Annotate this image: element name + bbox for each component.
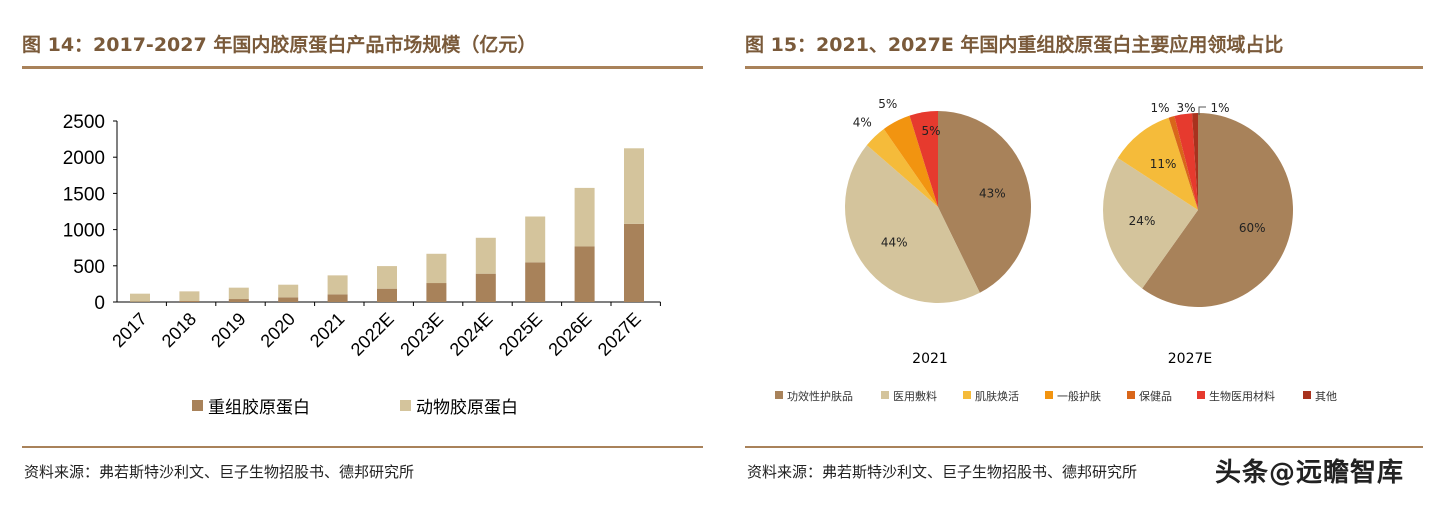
legend-swatch (192, 400, 203, 411)
bar-重组胶原蛋白-2027E (624, 223, 644, 302)
legend-label: 保健品 (1139, 389, 1172, 403)
pie-data-label: 5% (921, 124, 940, 138)
bar-重组胶原蛋白-2020 (278, 297, 299, 302)
bar-动物胶原蛋白-2019 (228, 287, 249, 300)
bar-动物胶原蛋白-2022E (377, 266, 397, 289)
pie-data-label: 1% (1210, 101, 1229, 115)
pie-data-label: 44% (881, 236, 908, 250)
bar-重组胶原蛋白-2022E (377, 288, 397, 302)
bar-动物胶原蛋白-2018 (179, 291, 200, 301)
pie-data-label: 5% (878, 97, 897, 111)
pie-slice-其他 (1192, 113, 1198, 210)
pie-title: 2021 (912, 351, 948, 367)
legend-swatch (1045, 391, 1053, 399)
bar-重组胶原蛋白-2024E (475, 273, 496, 302)
x-tick-label: 2018 (158, 309, 200, 351)
pie-data-label: 60% (1239, 221, 1266, 235)
legend-swatch (1303, 391, 1311, 399)
legend-swatch (1127, 391, 1135, 399)
y-tick-label: 1500 (63, 184, 105, 205)
legend-swatch (400, 400, 411, 411)
left-title-rule (22, 66, 703, 69)
right-source: 资料来源：弗若斯特沙利文、巨子生物招股书、德邦研究所 (747, 463, 1138, 481)
legend-label: 功效性护肤品 (787, 389, 853, 403)
bar-动物胶原蛋白-2021 (327, 275, 348, 295)
right-title-rule (745, 66, 1423, 69)
pie-slice-肌肤焕活 (866, 128, 938, 207)
y-tick-label: 2000 (63, 148, 105, 169)
y-tick-label: 500 (73, 257, 105, 278)
x-tick-label: 2025E (495, 309, 546, 360)
x-tick-label: 2020 (257, 309, 299, 351)
bar-重组胶原蛋白-2018 (179, 300, 200, 302)
y-tick-label: 2500 (63, 112, 105, 133)
pie-slice-肌肤焕活 (1117, 117, 1198, 210)
left-chart-title: 图 14：2017-2027 年国内胶原蛋白产品市场规模（亿元） (22, 34, 537, 56)
pie-slice-功效性护肤品 (1142, 113, 1294, 307)
x-tick-label: 2022E (347, 309, 398, 360)
pie-title: 2027E (1168, 351, 1212, 367)
legend-swatch (775, 391, 783, 399)
legend-label: 肌肤焕活 (975, 389, 1019, 403)
pie-data-label: 1% (1150, 101, 1169, 115)
bar-重组胶原蛋白-2025E (525, 262, 546, 302)
bar-重组胶原蛋白-2021 (327, 294, 348, 302)
legend-label: 其他 (1315, 390, 1337, 403)
pie-slice-生物医用材料 (909, 111, 938, 207)
x-tick-label: 2019 (207, 309, 249, 351)
pie-slice-保健品 (1168, 116, 1198, 210)
x-tick-label: 2021 (306, 309, 348, 351)
legend-label: 医用敷料 (893, 389, 937, 403)
bar-动物胶原蛋白-2026E (574, 187, 595, 247)
y-tick-label: 0 (94, 293, 105, 314)
legend-swatch (963, 391, 971, 399)
legend-label: 生物医用材料 (1209, 389, 1275, 403)
y-tick-label: 1000 (63, 221, 105, 242)
pie-data-label: 24% (1129, 214, 1156, 228)
legend-swatch (1197, 391, 1205, 399)
watermark: 头条@远瞻智库 (1215, 458, 1405, 488)
x-tick-label: 2026E (544, 309, 595, 360)
right-bottom-rule (745, 446, 1423, 448)
bar-动物胶原蛋白-2024E (475, 237, 496, 274)
bar-动物胶原蛋白-2020 (278, 284, 299, 298)
bar-重组胶原蛋白-2023E (426, 283, 447, 302)
bar-动物胶原蛋白-2027E (624, 148, 644, 224)
left-source: 资料来源：弗若斯特沙利文、巨子生物招股书、德邦研究所 (24, 463, 415, 481)
bar-动物胶原蛋白-2025E (525, 216, 546, 263)
pie-slice-生物医用材料 (1174, 113, 1198, 210)
legend-label: 一般护肤 (1057, 389, 1101, 403)
pie-slice-功效性护肤品 (938, 111, 1031, 293)
pie-slice-一般护肤 (883, 115, 938, 207)
pie-slice-医用敷料 (845, 145, 980, 303)
pie-data-label: 4% (853, 115, 872, 129)
bar-重组胶原蛋白-2026E (574, 246, 595, 302)
x-tick-label: 2017 (108, 309, 150, 351)
bar-动物胶原蛋白-2023E (426, 253, 447, 284)
x-tick-label: 2027E (594, 309, 645, 360)
x-tick-label: 2023E (396, 309, 447, 360)
x-tick-label: 2024E (446, 309, 497, 360)
right-chart-title: 图 15：2021、2027E 年国内重组胶原蛋白主要应用领域占比 (745, 34, 1284, 56)
pie-data-label: 3% (1176, 101, 1195, 115)
bar-动物胶原蛋白-2017 (130, 293, 150, 302)
pie-data-label: 11% (1150, 157, 1177, 171)
pie-slice-医用敷料 (1103, 158, 1198, 289)
legend-label: 动物胶原蛋白 (416, 398, 518, 418)
legend-label: 重组胶原蛋白 (208, 398, 310, 418)
legend-swatch (881, 391, 889, 399)
left-bottom-rule (22, 446, 703, 448)
bar-重组胶原蛋白-2019 (228, 299, 249, 302)
leader-line (1198, 106, 1206, 115)
pie-data-label: 43% (979, 187, 1006, 201)
